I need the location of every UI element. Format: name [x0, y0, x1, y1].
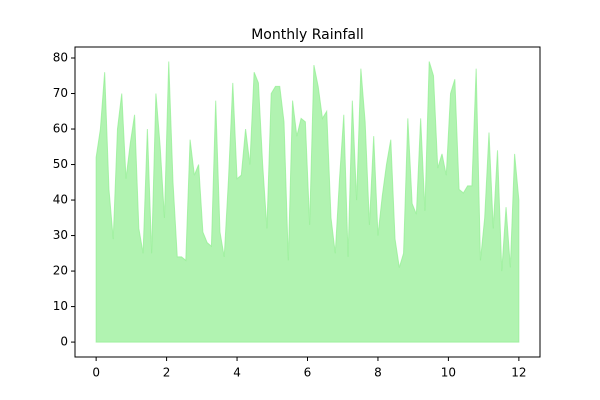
x-tick-label: 6 — [304, 366, 312, 380]
y-tick-label: 80 — [53, 51, 68, 65]
x-tick-label: 10 — [441, 366, 456, 380]
y-tick-label: 60 — [53, 122, 68, 136]
x-tick-label: 0 — [92, 366, 100, 380]
y-tick-label: 20 — [53, 264, 68, 278]
y-tick-label: 30 — [53, 228, 68, 242]
y-tick-label: 0 — [60, 335, 68, 349]
y-tick-label: 70 — [53, 86, 68, 100]
x-tick-label: 12 — [511, 366, 526, 380]
y-tick-label: 40 — [53, 193, 68, 207]
y-tick-label: 10 — [53, 299, 68, 313]
x-tick-label: 4 — [233, 366, 241, 380]
chart-title: Monthly Rainfall — [251, 27, 364, 43]
area — [95, 61, 520, 343]
x-tick-label: 2 — [163, 366, 171, 380]
y-tick-label: 50 — [53, 157, 68, 171]
x-tick-label: 8 — [374, 366, 382, 380]
